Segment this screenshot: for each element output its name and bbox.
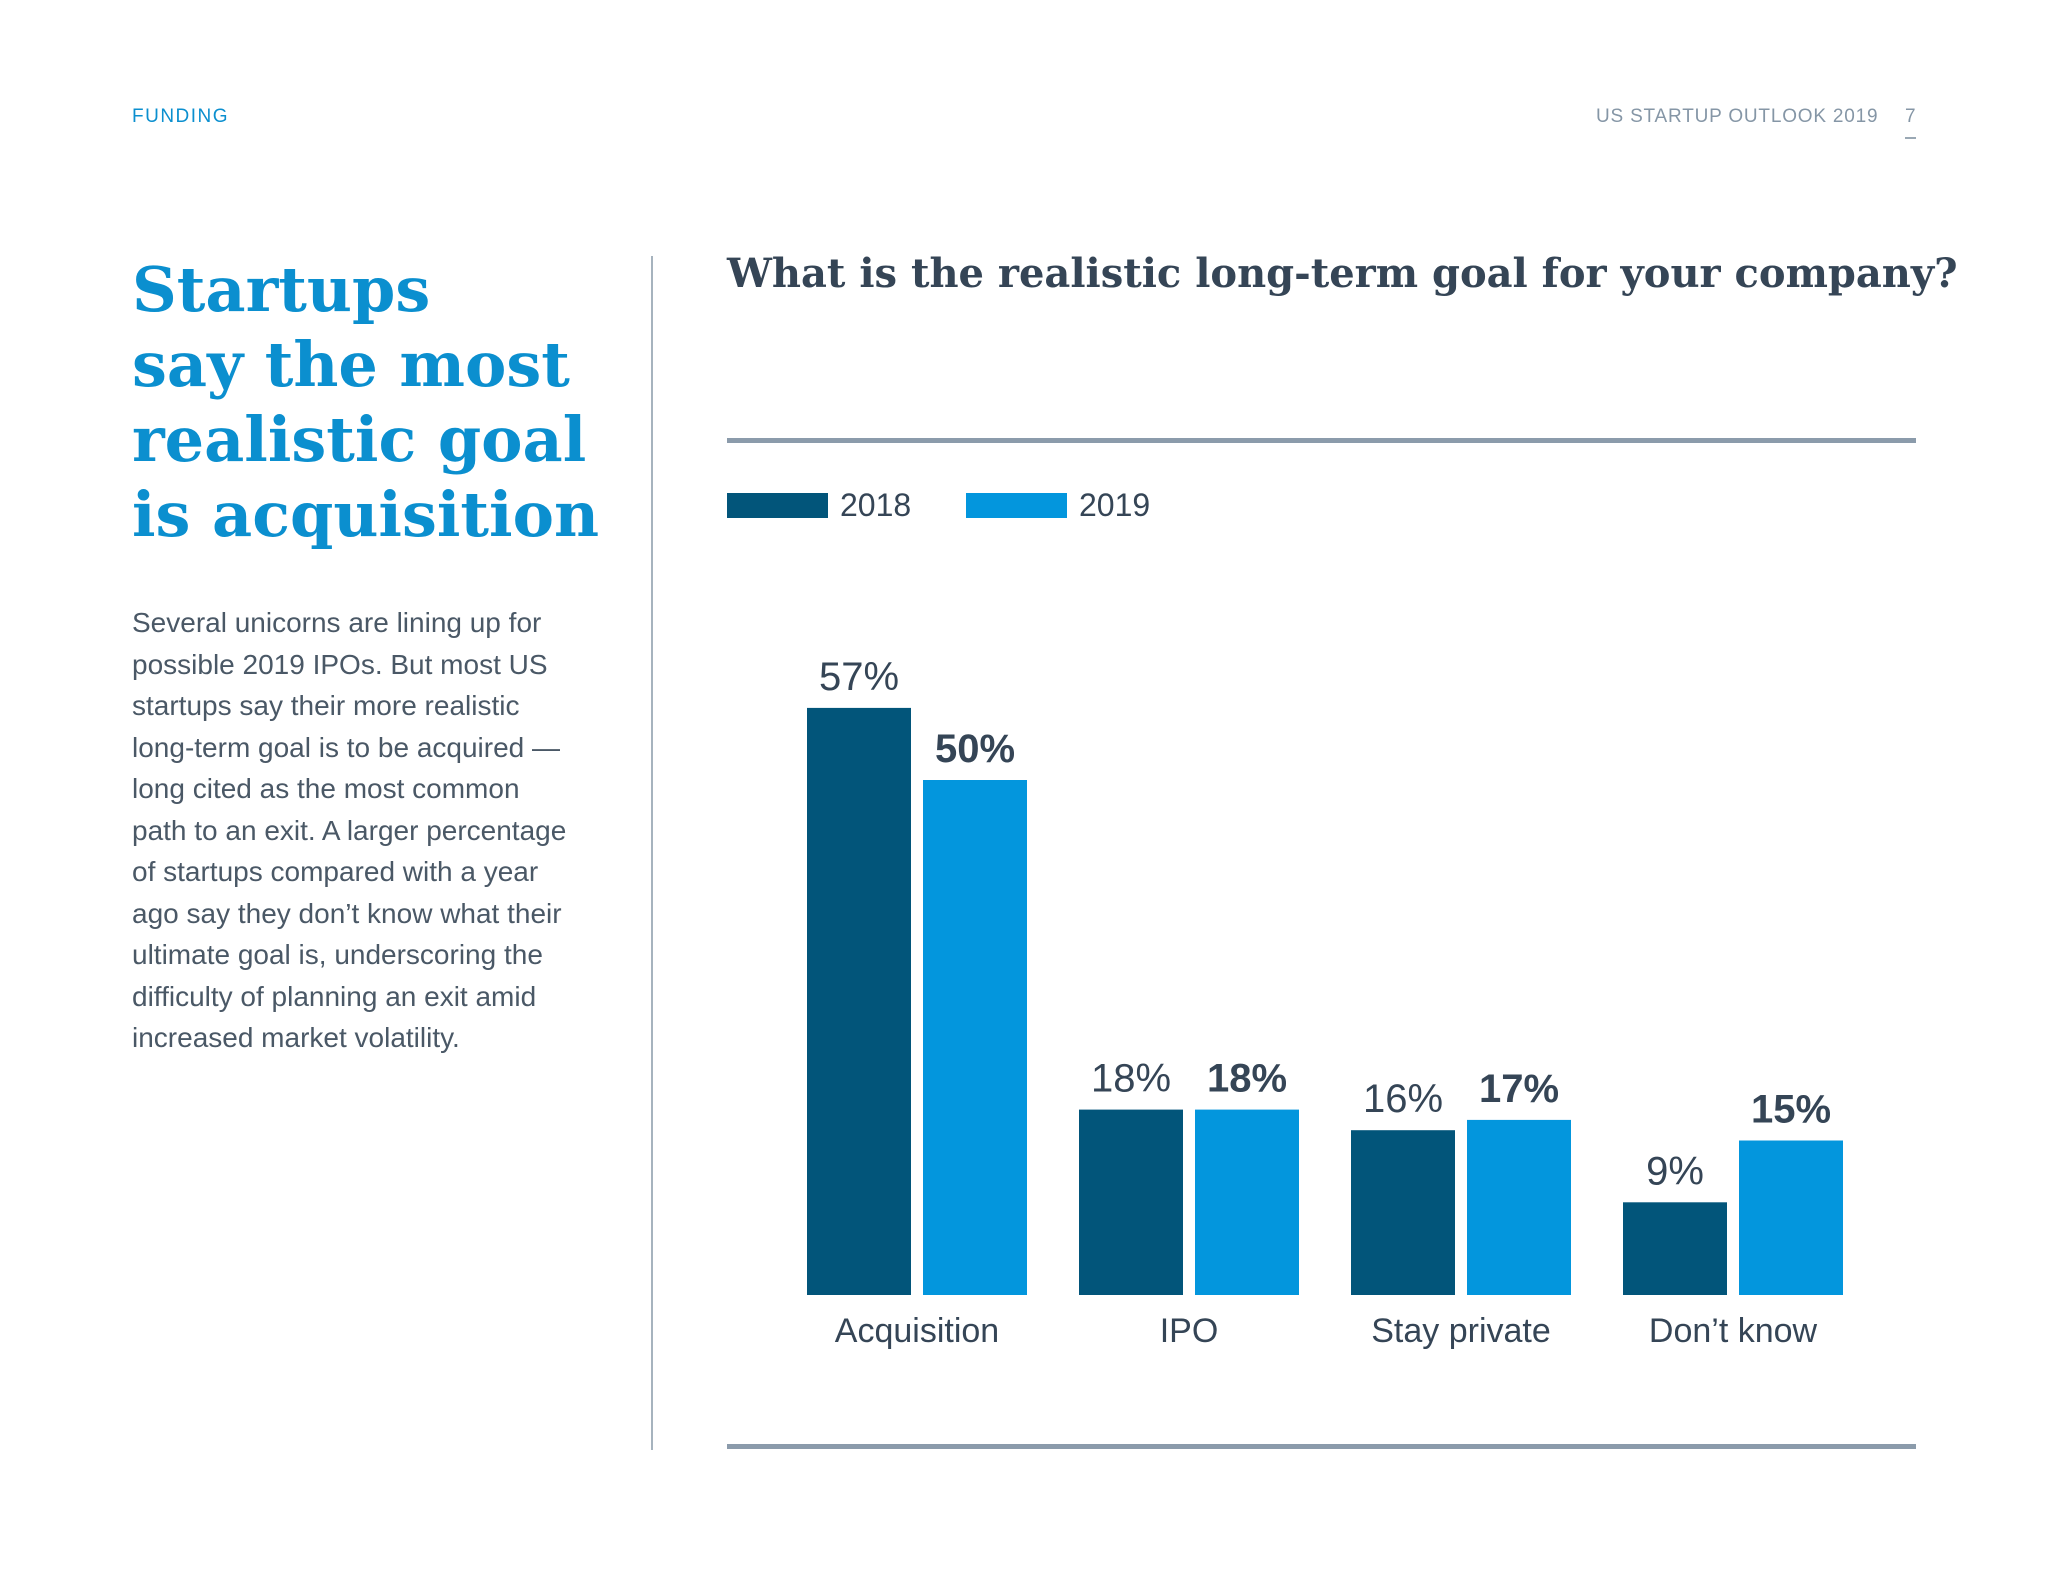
bar-2019 [1739, 1140, 1843, 1295]
body-text-line: ago say they don’t know what their [132, 897, 562, 929]
value-label-2019: 18% [1207, 1057, 1287, 1101]
value-label-2018: 16% [1363, 1077, 1443, 1121]
headline-line: Startups [132, 253, 431, 326]
chart-top-rule [727, 438, 1916, 443]
bar-2018 [1623, 1202, 1727, 1295]
body-text-line: long cited as the most common [132, 773, 520, 804]
headline-line: say the most [132, 328, 570, 401]
chart-bottom-rule [727, 1444, 1916, 1449]
body-text-line: Several unicorns are lining up for [132, 607, 542, 638]
body-text: Several unicorns are lining up for possi… [132, 602, 612, 1059]
bar-2019 [923, 780, 1027, 1295]
value-label-2019: 17% [1479, 1067, 1559, 1111]
body-text-line: long-term goal is to be acquired — [132, 731, 560, 763]
legend-swatch-2018 [727, 493, 828, 518]
bar-2018 [1079, 1109, 1183, 1295]
category-label: Acquisition [835, 1312, 999, 1350]
headline: Startups say the most realistic goal is … [132, 252, 612, 552]
legend-label-2019: 2019 [1079, 487, 1151, 523]
chart-title: What is the realistic long-term goal for… [727, 250, 1958, 297]
category-label: Stay private [1371, 1312, 1551, 1350]
body-text-line: possible 2019 IPOs. But most US [132, 648, 548, 680]
value-label-2018: 9% [1646, 1149, 1704, 1193]
body-text-line: increased market volatility. [132, 1022, 460, 1053]
report-title: US STARTUP OUTLOOK 2019 [1596, 106, 1879, 127]
column-divider [651, 256, 653, 1450]
value-label-2019: 15% [1751, 1088, 1831, 1132]
section-label: FUNDING [132, 106, 230, 127]
page-number-tick [1905, 137, 1916, 139]
bar-2019 [1195, 1109, 1299, 1295]
value-label-2018: 18% [1091, 1057, 1171, 1101]
body-text-line: difficulty of planning an exit amid [132, 980, 537, 1012]
body-text-line: path to an exit. A larger percentage [132, 814, 567, 846]
category-label: Don’t know [1649, 1312, 1818, 1350]
body-text-line: of startups compared with a year [132, 856, 539, 887]
headline-line: is acquisition [132, 478, 600, 551]
bar-2018 [807, 707, 911, 1295]
bar-chart: 57% 50% Acquisition 18% 18% IPO 16% 17% Stay pri… [807, 655, 1843, 1350]
legend-label-2018: 2018 [840, 487, 912, 523]
bar-2018 [1351, 1130, 1455, 1295]
body-text-line: ultimate goal is, underscoring the [132, 939, 543, 970]
value-label-2019: 50% [935, 727, 1015, 771]
body-text-line: startups say their more realistic [132, 690, 520, 721]
value-label-2018: 57% [819, 655, 899, 699]
bar-2019 [1467, 1119, 1571, 1295]
legend-swatch-2019 [966, 493, 1067, 518]
headline-line: realistic goal [132, 403, 587, 476]
page-number: 7 [1905, 106, 1916, 127]
category-label: IPO [1160, 1312, 1219, 1350]
